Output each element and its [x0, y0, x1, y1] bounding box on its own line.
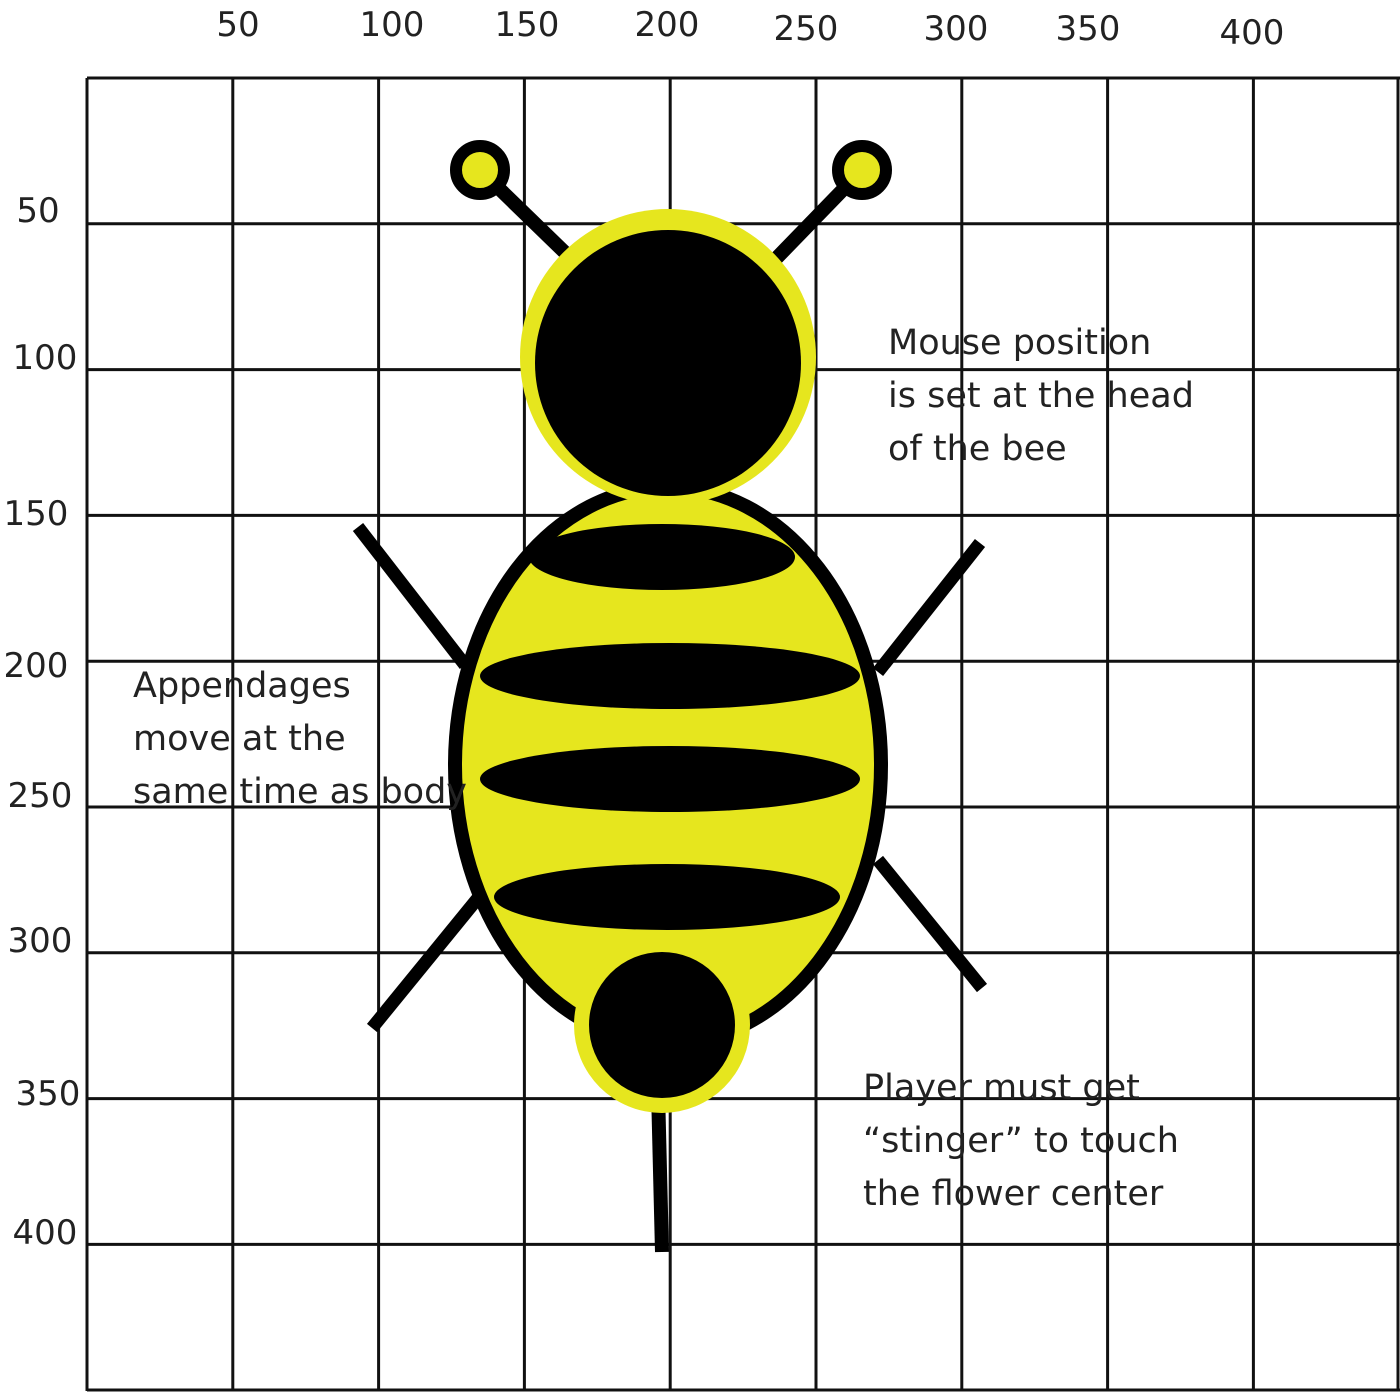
abdomen-tip — [589, 952, 735, 1098]
x-tick: 50 — [216, 5, 259, 45]
y-tick: 200 — [4, 646, 69, 686]
annotation-line: move at the — [133, 719, 346, 759]
x-tick: 250 — [774, 9, 839, 49]
y-axis-ticks: 50 100 150 200 250 300 350 400 — [4, 191, 81, 1253]
stripe — [529, 524, 795, 590]
bee — [352, 140, 988, 1253]
annotation-line: Appendages — [133, 666, 351, 706]
x-tick: 150 — [495, 5, 560, 45]
legs — [352, 523, 988, 1033]
stripe — [494, 864, 840, 930]
annotation-line: of the bee — [888, 429, 1067, 469]
x-tick: 200 — [635, 5, 700, 45]
leg-upper-right — [872, 538, 986, 677]
x-tick: 100 — [360, 5, 425, 45]
bee-head — [535, 230, 801, 496]
y-tick: 300 — [8, 921, 73, 961]
annotation-line: the flower center — [863, 1174, 1164, 1214]
annotation-line: same time as body — [133, 772, 467, 812]
stripe — [480, 746, 860, 812]
annotation-stinger: Player must get “stinger” to touch the f… — [863, 1068, 1179, 1214]
x-axis-ticks: 50 100 150 200 250 300 350 400 — [216, 5, 1284, 53]
y-tick: 100 — [13, 338, 78, 378]
annotation-line: Mouse position — [888, 323, 1151, 363]
antenna-tip-left — [450, 140, 510, 200]
x-tick: 350 — [1056, 9, 1121, 49]
y-tick: 50 — [16, 191, 59, 231]
annotation-appendages: Appendages move at the same time as body — [133, 666, 467, 812]
x-tick: 400 — [1220, 13, 1285, 53]
stinger — [651, 1089, 669, 1253]
annotation-mouse: Mouse position is set at the head of the… — [888, 323, 1194, 469]
leg-lower-right — [872, 855, 988, 993]
stripe — [480, 643, 860, 709]
antenna-tip-right — [832, 140, 892, 200]
y-tick: 250 — [8, 776, 73, 816]
x-tick: 300 — [924, 9, 989, 49]
y-tick: 150 — [4, 494, 69, 534]
annotation-line: is set at the head — [888, 376, 1194, 416]
body-stripes — [480, 524, 860, 930]
leg-lower-left — [366, 893, 484, 1033]
leg-upper-left — [352, 523, 471, 669]
annotation-line: Player must get — [863, 1068, 1140, 1108]
y-tick: 400 — [13, 1213, 78, 1253]
annotation-line: “stinger” to touch — [863, 1121, 1179, 1161]
y-tick: 350 — [16, 1074, 81, 1114]
